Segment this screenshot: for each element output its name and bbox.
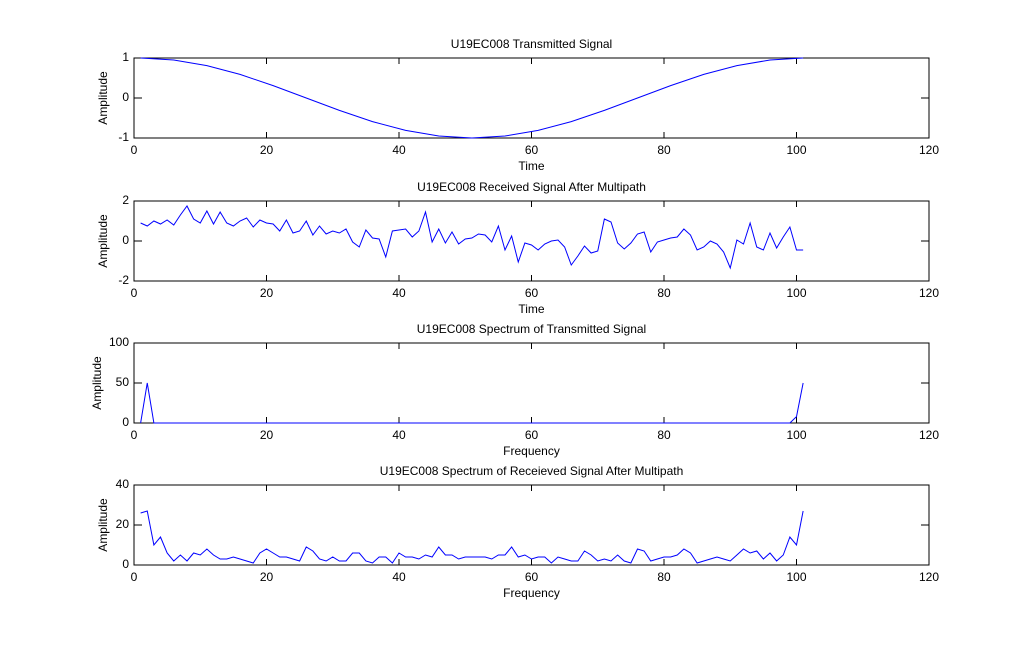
x-axis-label: Time <box>518 159 545 173</box>
x-tick-label: 120 <box>919 286 939 300</box>
y-tick-label: 40 <box>116 477 130 491</box>
x-tick-label: 120 <box>919 428 939 442</box>
axes-box <box>133 57 930 139</box>
y-tick-label: 100 <box>109 335 129 349</box>
x-tick-label: 100 <box>786 570 806 584</box>
x-axis-label: Time <box>518 302 545 316</box>
x-tick-label: 60 <box>525 286 539 300</box>
subplot-title: U19EC008 Spectrum of Transmitted Signal <box>417 322 646 336</box>
x-tick-label: 40 <box>392 570 406 584</box>
x-tick-label: 0 <box>131 143 138 157</box>
x-tick-label: 20 <box>260 428 274 442</box>
signal-line <box>140 205 804 270</box>
subplot-title: U19EC008 Transmitted Signal <box>451 37 612 51</box>
y-axis-label: Amplitude <box>96 498 110 552</box>
x-tick-label: 0 <box>131 286 138 300</box>
x-tick-label: 80 <box>657 143 671 157</box>
signal-line <box>140 57 804 139</box>
y-axis-label: Amplitude <box>96 71 110 125</box>
signal-line <box>140 382 804 424</box>
y-tick-label: 50 <box>116 375 130 389</box>
x-tick-label: 40 <box>392 286 406 300</box>
y-tick-label: 1 <box>122 50 129 64</box>
axes-box <box>133 342 930 424</box>
y-tick-label: 0 <box>122 233 129 247</box>
x-tick-label: 80 <box>657 428 671 442</box>
x-tick-label: 60 <box>525 428 539 442</box>
x-tick-label: 20 <box>260 286 274 300</box>
x-axis-label: Frequency <box>503 444 560 458</box>
x-tick-label: 40 <box>392 428 406 442</box>
x-tick-label: 20 <box>260 143 274 157</box>
x-tick-label: 120 <box>919 570 939 584</box>
x-tick-label: 60 <box>525 143 539 157</box>
x-tick-label: 0 <box>131 570 138 584</box>
y-tick-label: 2 <box>122 193 129 207</box>
y-axis-label: Amplitude <box>90 356 104 410</box>
subplot-title: U19EC008 Spectrum of Receieved Signal Af… <box>380 464 684 478</box>
y-tick-label: -2 <box>118 273 129 287</box>
x-tick-label: 100 <box>786 286 806 300</box>
axes-box <box>133 484 930 566</box>
signal-line <box>140 510 804 564</box>
y-tick-label: 0 <box>122 90 129 104</box>
axes-box <box>133 200 930 282</box>
x-tick-label: 80 <box>657 286 671 300</box>
y-tick-label: 0 <box>122 415 129 429</box>
x-tick-label: 120 <box>919 143 939 157</box>
x-tick-label: 60 <box>525 570 539 584</box>
x-tick-label: 0 <box>131 428 138 442</box>
x-tick-label: 20 <box>260 570 274 584</box>
y-tick-label: -1 <box>118 130 129 144</box>
x-tick-label: 100 <box>786 143 806 157</box>
subplot-title: U19EC008 Received Signal After Multipath <box>417 180 646 194</box>
x-tick-label: 100 <box>786 428 806 442</box>
x-tick-label: 40 <box>392 143 406 157</box>
x-axis-label: Frequency <box>503 586 560 600</box>
y-tick-label: 20 <box>116 517 130 531</box>
x-tick-label: 80 <box>657 570 671 584</box>
y-tick-label: 0 <box>122 557 129 571</box>
y-axis-label: Amplitude <box>96 214 110 268</box>
